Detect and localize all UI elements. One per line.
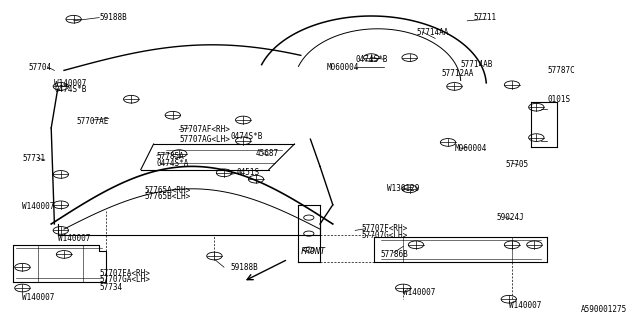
Text: 57707AF<RH>: 57707AF<RH> xyxy=(179,125,230,134)
Text: 0474S*B: 0474S*B xyxy=(355,55,388,64)
Text: M060004: M060004 xyxy=(454,144,487,153)
Text: 57705: 57705 xyxy=(506,160,529,169)
Text: 57704: 57704 xyxy=(29,63,52,72)
Text: W140007: W140007 xyxy=(22,202,55,211)
Text: 0474S*B: 0474S*B xyxy=(54,85,87,94)
Text: 57714AB: 57714AB xyxy=(461,60,493,68)
Text: 0451S: 0451S xyxy=(237,168,260,177)
Text: 57787C: 57787C xyxy=(547,66,575,75)
Text: 57731: 57731 xyxy=(22,154,45,163)
Text: W140007: W140007 xyxy=(58,234,90,243)
Text: 57765A<RH>: 57765A<RH> xyxy=(144,186,190,195)
Text: W130129: W130129 xyxy=(387,184,420,193)
Text: 45687: 45687 xyxy=(256,149,279,158)
Text: 57712AA: 57712AA xyxy=(442,69,474,78)
Text: FRONT: FRONT xyxy=(301,247,326,256)
Text: 57707AE: 57707AE xyxy=(77,117,109,126)
Text: 59024J: 59024J xyxy=(496,213,524,222)
Text: 57707FA<RH>: 57707FA<RH> xyxy=(99,269,150,278)
Text: 57707AG<LH>: 57707AG<LH> xyxy=(179,135,230,144)
Text: 57707GA<LH>: 57707GA<LH> xyxy=(99,276,150,284)
Text: 57786B: 57786B xyxy=(381,250,408,259)
Text: 57707F<RH>: 57707F<RH> xyxy=(362,224,408,233)
Text: W140007: W140007 xyxy=(403,288,436,297)
Text: 57711: 57711 xyxy=(474,13,497,22)
Text: 57707G<LH>: 57707G<LH> xyxy=(362,231,408,240)
Text: A590001275: A590001275 xyxy=(581,305,627,314)
Text: W140007: W140007 xyxy=(54,79,87,88)
Text: 59188B: 59188B xyxy=(230,263,258,272)
Text: 57765B<LH>: 57765B<LH> xyxy=(144,192,190,201)
Text: 0101S: 0101S xyxy=(547,95,570,104)
Text: W140007: W140007 xyxy=(22,293,55,302)
Text: 59188B: 59188B xyxy=(99,13,127,22)
Text: M060004: M060004 xyxy=(326,63,359,72)
Text: 0474S*B: 0474S*B xyxy=(230,132,263,140)
Text: W140007: W140007 xyxy=(509,301,541,310)
Text: 57714AA: 57714AA xyxy=(416,28,449,36)
Text: 57734: 57734 xyxy=(99,284,122,292)
Text: 0474S*A: 0474S*A xyxy=(157,159,189,168)
Text: 57785A: 57785A xyxy=(157,152,184,161)
